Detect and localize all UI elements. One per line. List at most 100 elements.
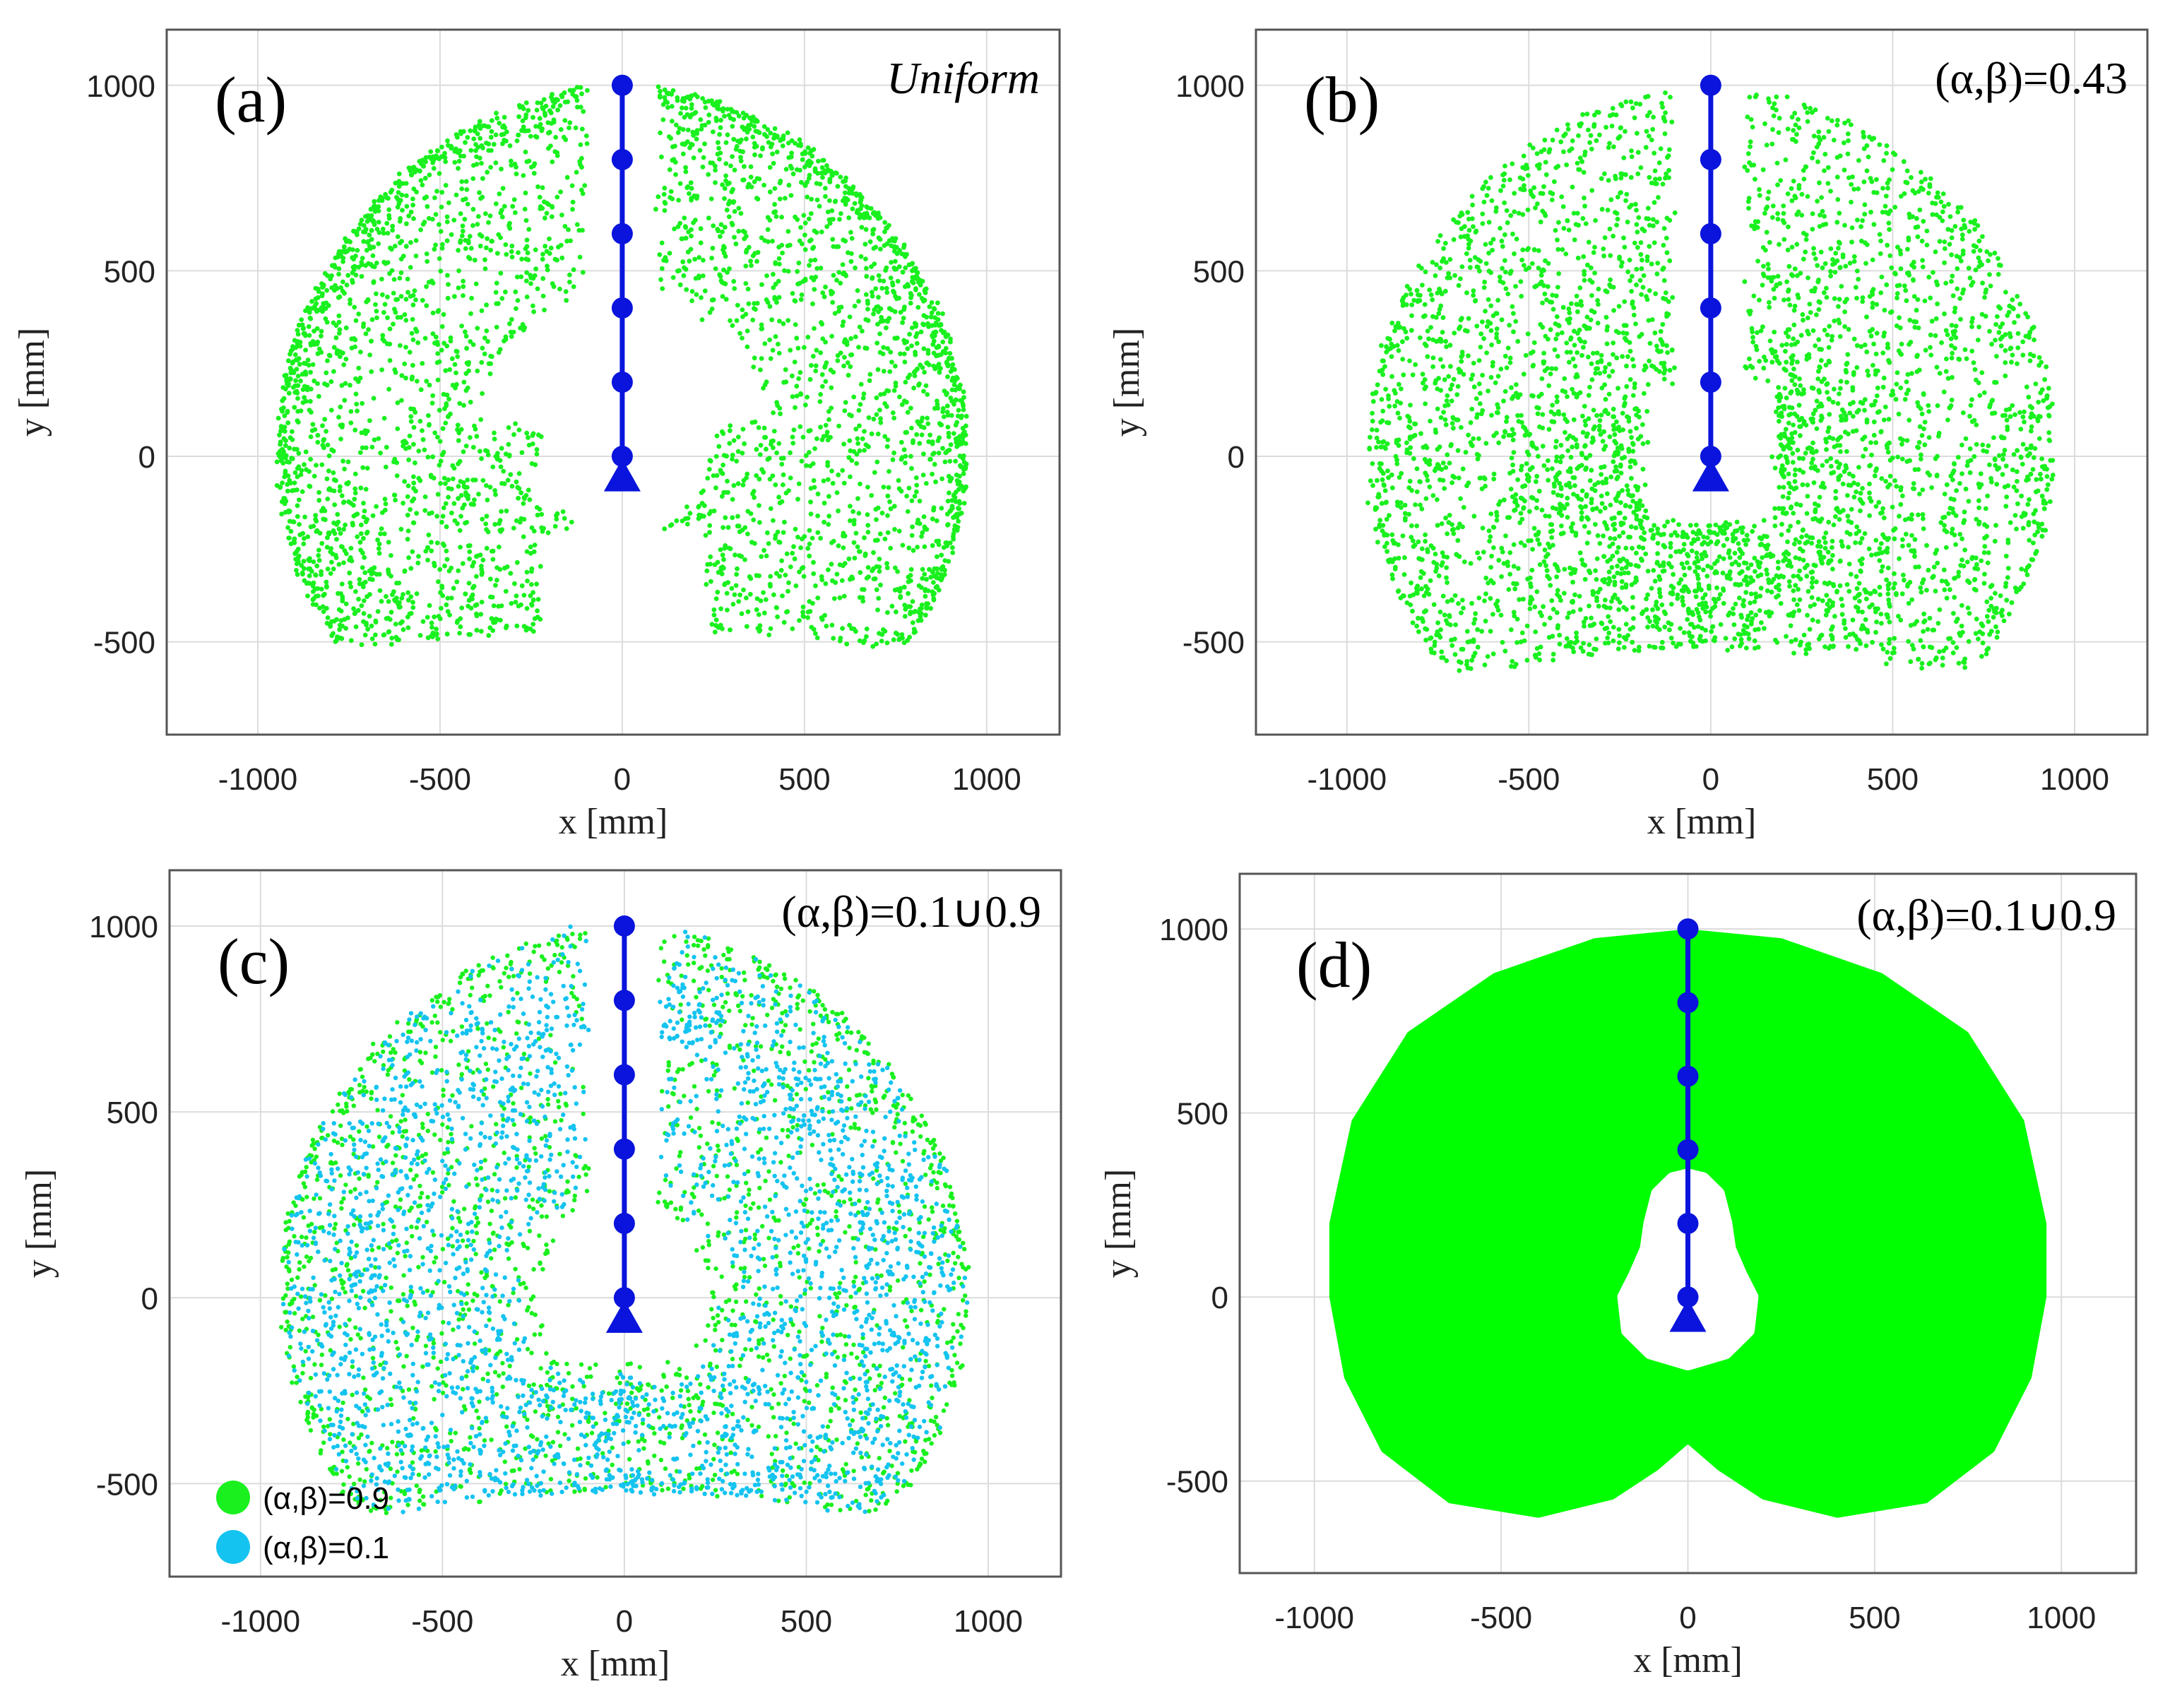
- scatter-point: [485, 338, 490, 344]
- scatter-point: [1889, 265, 1895, 271]
- scatter-point: [788, 242, 793, 248]
- scatter-point: [1908, 622, 1914, 628]
- scatter-point: [766, 541, 771, 546]
- scatter-point: [570, 207, 575, 212]
- scatter-point: [775, 614, 780, 619]
- scatter-point: [458, 514, 463, 519]
- scatter-point: [905, 410, 911, 415]
- scatter-point: [548, 110, 554, 116]
- scatter-point: [1380, 372, 1386, 377]
- scatter-point: [1565, 495, 1570, 501]
- scatter-point: [430, 630, 436, 636]
- scatter-point: [402, 439, 408, 444]
- scatter-point: [487, 371, 493, 376]
- scatter-point: [1423, 269, 1428, 275]
- scatter-point: [583, 134, 589, 138]
- scatter-point: [895, 631, 900, 637]
- scatter-point: [405, 598, 411, 603]
- scatter-point: [670, 196, 675, 201]
- scatter-point: [1444, 344, 1449, 350]
- scatter-point: [908, 573, 913, 578]
- scatter-point: [360, 256, 365, 261]
- scatter-point: [1581, 254, 1587, 259]
- scatter-point: [461, 278, 466, 284]
- scatter-point: [1891, 586, 1897, 591]
- scatter-point: [526, 128, 531, 134]
- scatter-point: [903, 607, 908, 612]
- scatter-point: [918, 585, 924, 591]
- scatter-point: [823, 581, 829, 586]
- scatter-point: [911, 547, 916, 553]
- scatter-point: [514, 623, 520, 629]
- scatter-point: [1854, 343, 1860, 348]
- scatter-point: [456, 438, 461, 444]
- scatter-point: [730, 323, 735, 328]
- scatter-point: [903, 453, 908, 459]
- scatter-point: [718, 606, 723, 612]
- scatter-point: [451, 465, 457, 471]
- scatter-point: [1525, 207, 1531, 213]
- scatter-point: [392, 244, 398, 249]
- scatter-point: [730, 154, 735, 160]
- scatter-point: [1643, 95, 1648, 100]
- scatter-point: [397, 600, 402, 605]
- scatter-point: [848, 259, 854, 264]
- scatter-point: [446, 200, 451, 206]
- scatter-point: [1419, 506, 1425, 511]
- scatter-point: [416, 554, 421, 559]
- scatter-point: [827, 198, 832, 203]
- scatter-point: [526, 158, 532, 164]
- scatter-point: [504, 251, 509, 257]
- scatter-point: [381, 309, 386, 315]
- scatter-point: [1547, 576, 1552, 581]
- scatter-point: [348, 580, 352, 586]
- scatter-point: [897, 394, 902, 400]
- scatter-point: [440, 514, 446, 519]
- scatter-point: [761, 182, 766, 188]
- scatter-point: [288, 528, 294, 534]
- scatter-point: [528, 582, 534, 587]
- scatter-point: [777, 405, 783, 411]
- scatter-point: [943, 350, 948, 356]
- scatter-point: [926, 439, 932, 444]
- scatter-point: [1382, 364, 1387, 369]
- scatter-point: [401, 627, 406, 632]
- scatter-point: [658, 88, 663, 94]
- scatter-point: [538, 564, 543, 569]
- scatter-point: [950, 362, 956, 367]
- scatter-point: [1983, 506, 1988, 511]
- scatter-point: [480, 516, 485, 522]
- scatter-point: [285, 488, 290, 494]
- scatter-point: [535, 512, 540, 518]
- scatter-point: [1477, 401, 1483, 406]
- scatter-point: [430, 634, 435, 639]
- scatter-point: [757, 130, 762, 136]
- scatter-point: [403, 375, 408, 381]
- scatter-point: [285, 482, 290, 487]
- scatter-point: [1606, 630, 1612, 636]
- scatter-point: [391, 290, 396, 296]
- scatter-point: [439, 189, 445, 195]
- scatter-point: [790, 441, 796, 446]
- scatter-point: [449, 232, 454, 237]
- scatter-point: [437, 463, 442, 468]
- scatter-point: [843, 400, 848, 405]
- scatter-point: [1483, 483, 1488, 489]
- scatter-point: [1875, 385, 1880, 391]
- scatter-point: [932, 461, 937, 467]
- scatter-point: [945, 413, 951, 418]
- scatter-point: [1571, 210, 1577, 216]
- scatter-point: [422, 220, 427, 225]
- scatter-point: [574, 85, 580, 90]
- scatter-point: [479, 143, 485, 148]
- scatter-point: [684, 504, 689, 509]
- scatter-point: [765, 227, 771, 232]
- scatter-point: [546, 202, 551, 207]
- scatter-point: [521, 516, 527, 522]
- scatter-point: [898, 595, 903, 600]
- scatter-point: [1686, 589, 1692, 595]
- scatter-point: [1825, 332, 1830, 338]
- scatter-point: [435, 377, 441, 383]
- scatter-point: [1892, 581, 1897, 586]
- scatter-point: [1554, 454, 1560, 460]
